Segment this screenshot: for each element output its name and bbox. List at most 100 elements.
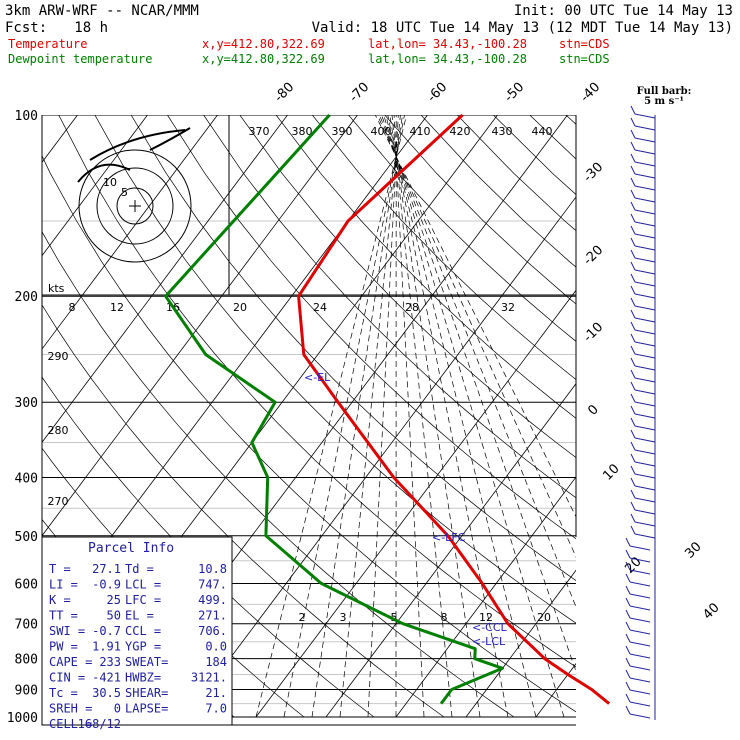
- pressure-tick-label: 100: [15, 109, 38, 124]
- parcel-info-cell: 0: [114, 702, 121, 716]
- wind-barb: [630, 213, 656, 227]
- legend-dewpoint-xy: x,y=412.80,322.69: [202, 52, 325, 66]
- isotherm-label: -70: [347, 80, 373, 106]
- hodo-speed-label: 24: [313, 301, 327, 314]
- pressure-tick-label: 300: [15, 396, 38, 411]
- wind-barb: [630, 393, 656, 407]
- parcel-info-cell: 168/12: [78, 717, 121, 731]
- moist-adiabat-line: [311, 115, 403, 718]
- isotherm-label: -80: [272, 80, 298, 106]
- forecast-hour: 18 h: [74, 20, 108, 36]
- wind-barb: [625, 597, 651, 611]
- parcel-info-cell: 7.0: [205, 702, 227, 716]
- parcel-info-cell: 499.: [198, 593, 227, 607]
- wind-barb: [625, 681, 651, 695]
- wind-barb: [630, 165, 656, 179]
- wind-barb: [630, 321, 656, 335]
- wind-barb: [630, 465, 656, 479]
- parcel-info-cell: CIN =: [49, 671, 85, 685]
- isotherm-label: 20: [622, 554, 644, 576]
- parcel-info-cell: 3121.: [191, 671, 227, 685]
- parcel-info-cell: -0.9: [92, 578, 121, 592]
- moist-adiabat-line: [255, 115, 407, 718]
- hodo-ring-label-10: 10: [103, 176, 117, 189]
- wind-barb: [625, 633, 651, 647]
- init-time: Init: 00 UTC Tue 14 May 13: [514, 3, 733, 19]
- wind-barb: [630, 201, 656, 215]
- isotherm-line: [0, 115, 8, 717]
- hodo-speed-label: 8: [69, 301, 76, 314]
- theta-label-left: 290: [48, 350, 69, 363]
- parcel-info-cell: 27.1: [92, 562, 121, 576]
- wind-barb: [625, 537, 651, 551]
- parcel-info-cell: SWEAT=: [125, 655, 168, 669]
- isotherm-label: -30: [581, 160, 607, 186]
- parcel-info-cell: SWI =: [49, 624, 85, 638]
- legend-dewpoint-stn: stn=CDS: [559, 52, 610, 66]
- hodo-ring-5: [116, 187, 154, 225]
- isotherm-label: 30: [682, 539, 704, 561]
- theta-label: 390: [332, 125, 353, 138]
- wind-barb: [630, 261, 656, 275]
- parcel-info-cell: 747.: [198, 578, 227, 592]
- theta-label: 440: [532, 125, 553, 138]
- mixing-ratio-label: 2: [299, 611, 306, 624]
- theta-label: 420: [450, 125, 471, 138]
- wind-barb: [630, 237, 656, 251]
- mixing-ratio-label: 5: [391, 611, 398, 624]
- wind-barb: [630, 273, 656, 287]
- dry-adiabat-line: [42, 155, 576, 713]
- isotherm-line: [676, 115, 740, 717]
- parcel-info-cell: 10.8: [198, 562, 227, 576]
- wind-barb: [630, 153, 656, 167]
- theta-label: 430: [492, 125, 513, 138]
- parcel-info-cell: TT =: [49, 609, 78, 623]
- forecast-label: Fcst:: [5, 20, 47, 36]
- wind-barb: [625, 657, 651, 671]
- isotherm-label: 10: [600, 461, 622, 483]
- dewpoint-trace: [164, 113, 504, 705]
- dry-adiabat-line: [675, 115, 740, 717]
- wind-barb: [625, 669, 651, 683]
- theta-label: 410: [410, 125, 431, 138]
- wind-barb: [630, 297, 656, 311]
- lfc-marker: <-LFC: [432, 531, 466, 544]
- temperature-trace: [297, 113, 611, 705]
- parcel-info-cell: LAPSE=: [125, 702, 168, 716]
- pressure-tick-label: 200: [15, 290, 38, 305]
- parcel-info-cell: T =: [49, 562, 71, 576]
- parcel-info-title: Parcel Info: [88, 541, 174, 556]
- moist-adiabat-line: [387, 115, 509, 718]
- dry-adiabat-line: [42, 231, 515, 718]
- pressure-tick-label: 600: [15, 577, 38, 592]
- isotherm-line: [535, 662, 576, 718]
- parcel-info-cell: 1.91: [92, 640, 121, 654]
- barb-legend-line2: 5 m s⁻¹: [644, 96, 684, 107]
- hodo-speed-label: 32: [501, 301, 515, 314]
- parcel-info-cell: 30.5: [92, 686, 121, 700]
- hodo-ring-10: [96, 167, 174, 245]
- isotherm-line: [185, 196, 576, 718]
- moist-adiabat-line: [367, 115, 399, 718]
- wind-barb: [625, 621, 651, 635]
- barb-legend-line1: Full barb:: [637, 86, 692, 97]
- legend-temperature-label: Temperature: [8, 37, 87, 51]
- theta-label: 370: [249, 125, 270, 138]
- parcel-info-cell: 184: [205, 655, 227, 669]
- isotherm-line: [42, 115, 148, 257]
- parcel-info-cell: SREH =: [49, 702, 92, 716]
- pressure-tick-label: 400: [15, 471, 38, 486]
- isotherm-line: [395, 476, 576, 718]
- moist-adiabat-line: [381, 115, 576, 673]
- wind-barb: [630, 309, 656, 323]
- wind-barbs: [625, 105, 656, 720]
- hodo-speed-label: 28: [405, 301, 419, 314]
- wind-barb: [625, 693, 651, 707]
- parcel-info-cell: CELL =: [49, 717, 92, 731]
- wind-barb: [630, 381, 656, 395]
- isotherm-line: [325, 382, 576, 718]
- wind-barb: [630, 189, 656, 203]
- pressure-tick-label: 700: [15, 618, 38, 633]
- pressure-tick-label: 500: [15, 530, 38, 545]
